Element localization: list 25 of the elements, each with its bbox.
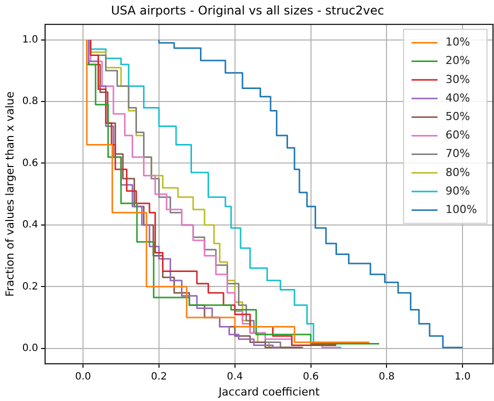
y-tick-label: 0.2	[22, 281, 38, 292]
legend-label: 20%	[446, 54, 470, 68]
x-tick-label: 0.4	[226, 371, 243, 382]
y-tick-label: 1.0	[22, 34, 38, 46]
legend-label: 80%	[446, 166, 470, 179]
legend-label: 40%	[446, 91, 470, 104]
legend-label: 30%	[446, 72, 470, 86]
x-tick-label: 0.2	[151, 371, 167, 382]
x-tick-label: 0.8	[378, 371, 395, 382]
legend-label: 90%	[446, 184, 470, 198]
legend-label: 70%	[446, 147, 470, 160]
y-tick-label: 0.8	[22, 96, 38, 108]
chart-title: USA airports - Original vs all sizes - struc2vec	[110, 3, 384, 18]
legend-label: 10%	[446, 36, 470, 49]
y-tick-label: 0.0	[22, 342, 38, 354]
legend-label: 60%	[446, 128, 470, 142]
y-tick-label: 0.6	[22, 158, 38, 169]
y-axis-title: Fraction of values larger than x value	[3, 91, 16, 297]
legend-label: 50%	[446, 110, 470, 123]
y-tick-label: 0.4	[22, 220, 38, 231]
x-tick-label: 1.0	[454, 371, 471, 382]
x-axis-title: Jaccard coefficient	[218, 385, 320, 398]
x-tick-label: 0.0	[75, 371, 92, 382]
legend-label: 100%	[446, 202, 478, 216]
x-tick-label: 0.6	[302, 371, 319, 382]
